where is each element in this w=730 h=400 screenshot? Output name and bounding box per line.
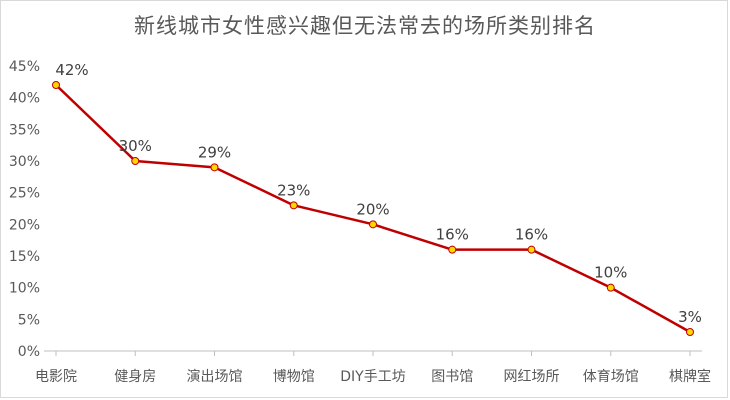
data-label: 20% (356, 200, 389, 218)
x-tick-label: 体育场馆 (583, 369, 639, 385)
x-axis: 电影院 健身房 演出场馆 博物馆 DIY手工坊 图书馆 网红场所 体育场馆 棋牌室 (35, 350, 711, 385)
x-tick-label: 博物馆 (273, 368, 315, 385)
data-label: 29% (198, 143, 231, 161)
y-tick-label: 45% (9, 59, 40, 75)
data-label: 30% (119, 137, 152, 155)
x-tick-label: 演出场馆 (187, 369, 243, 385)
y-axis: 0% 5% 10% 15% 20% 25% 30% 35% 40% 45% (9, 59, 40, 360)
y-tick-label: 5% (18, 312, 40, 328)
data-point (210, 163, 219, 172)
data-point (289, 201, 298, 210)
data-point (369, 220, 377, 229)
data-label: 3% (678, 308, 702, 326)
data-point (686, 328, 694, 336)
data-label: 10% (594, 264, 627, 282)
x-tick-label: 图书馆 (431, 369, 473, 385)
data-labels-group: 42% 30% 29% 23% 20% 16% 16% 10% 3% (55, 61, 702, 326)
x-tick-label: 棋牌室 (669, 368, 711, 385)
data-label: 16% (515, 226, 548, 244)
data-label: 23% (277, 181, 310, 199)
y-tick-label: 35% (9, 122, 40, 138)
y-tick-label: 30% (9, 154, 40, 170)
x-tick-label: DIY手工坊 (340, 369, 405, 385)
data-point (52, 81, 60, 89)
y-tick-label: 40% (9, 91, 40, 107)
x-tick-label: 网红场所 (504, 369, 560, 385)
y-tick-label: 15% (9, 249, 40, 265)
data-point (606, 283, 615, 292)
chart-title: 新线城市女性感兴趣但无法常去的场所类别排名 (134, 14, 596, 38)
data-label: 16% (436, 226, 469, 244)
y-tick-label: 10% (9, 281, 40, 297)
y-tick-label: 0% (18, 344, 40, 360)
y-tick-label: 25% (9, 186, 40, 202)
x-tick-label: 健身房 (114, 369, 156, 385)
data-point (131, 157, 140, 165)
data-point (527, 245, 536, 254)
data-label: 42% (55, 61, 88, 79)
y-tick-label: 20% (9, 217, 40, 233)
data-point (448, 245, 457, 254)
x-tick-label: 电影院 (35, 369, 77, 385)
series-group (52, 81, 694, 336)
